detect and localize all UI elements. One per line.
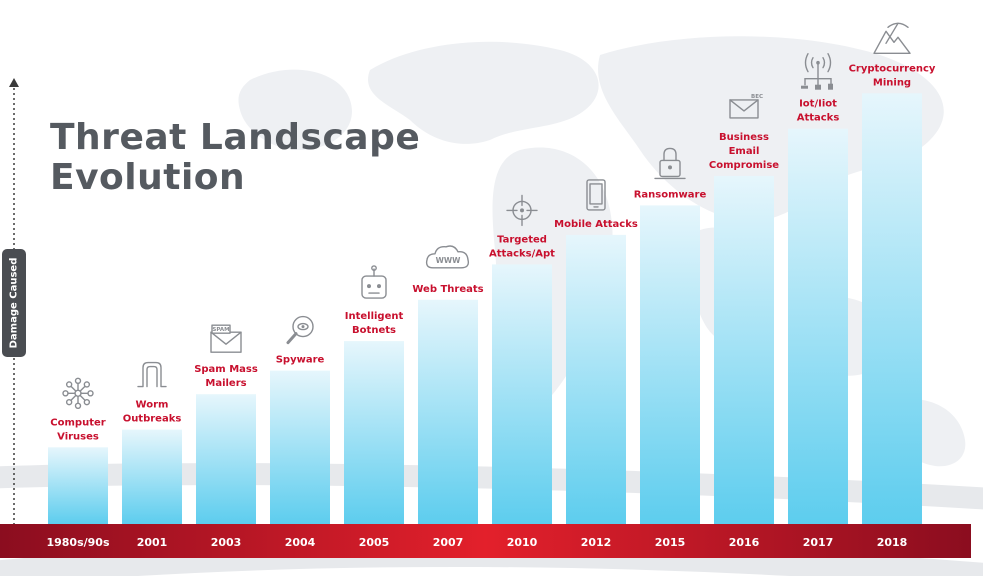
timeline-band bbox=[0, 524, 971, 558]
bar-label: Iot/Iiot Attacks bbox=[797, 99, 840, 124]
tick-label: 2005 bbox=[359, 536, 390, 549]
bar-2018 bbox=[862, 93, 922, 525]
bar-2001 bbox=[122, 429, 182, 524]
bar-2007 bbox=[418, 299, 478, 524]
bec-mail-icon: BEC bbox=[729, 94, 763, 119]
tick-label: 2018 bbox=[877, 536, 908, 549]
title-line-1: Threat Landscape bbox=[50, 117, 421, 158]
magnifier-icon bbox=[286, 315, 314, 345]
label-layer: Computer Viruses Worm Outbreaks Spam Mass Mai… bbox=[50, 63, 936, 442]
y-axis-arrow-icon bbox=[9, 78, 19, 87]
bar-2005 bbox=[344, 341, 404, 524]
bar-2017 bbox=[788, 128, 848, 524]
bar-2012 bbox=[566, 234, 626, 524]
crosshair-icon bbox=[506, 194, 538, 227]
bar-label: Mobile Attacks bbox=[554, 219, 638, 230]
mobile-icon bbox=[586, 179, 606, 211]
page-title: Threat Landscape Evolution bbox=[50, 118, 420, 198]
bar-label: Computer Viruses bbox=[50, 417, 105, 442]
bar-series bbox=[48, 93, 922, 525]
tick-label: 2007 bbox=[433, 536, 464, 549]
bar-label: Business Email Compromise bbox=[709, 132, 779, 171]
title-line-2: Evolution bbox=[50, 157, 246, 198]
nodes-icon bbox=[62, 377, 94, 409]
lock-icon bbox=[654, 147, 686, 180]
robot-icon bbox=[361, 265, 387, 299]
timeline: 1980s/90s 2001 2003 2004 2005 2007 2010 2012 201… bbox=[0, 524, 971, 558]
cloud-icon: WWW bbox=[425, 245, 470, 269]
tick-label: 2012 bbox=[581, 536, 612, 549]
bar-2003 bbox=[196, 394, 256, 524]
svg-text:WWW: WWW bbox=[436, 256, 462, 265]
bar-2004 bbox=[270, 370, 330, 524]
bar-label: Intelligent Botnets bbox=[345, 311, 404, 336]
bar-label: Spam Mass Mailers bbox=[194, 364, 258, 389]
bar-label: Spyware bbox=[276, 355, 325, 366]
mining-pick-icon bbox=[873, 22, 911, 54]
y-axis-label-text: Damage Caused bbox=[8, 257, 20, 349]
tick-label: 2016 bbox=[729, 536, 760, 549]
spam-mail-icon: SPAM bbox=[210, 324, 242, 353]
bar-label: Ransomware bbox=[634, 189, 707, 200]
icon-layer: SPAM WWW BEC bbox=[62, 22, 911, 409]
bar-2015 bbox=[640, 205, 700, 524]
tick-label: 2015 bbox=[655, 536, 686, 549]
bar-label: Cryptocurrency Mining bbox=[849, 63, 936, 88]
tick-label: 2003 bbox=[211, 536, 242, 549]
bar-2016 bbox=[714, 175, 774, 524]
svg-text:BEC: BEC bbox=[751, 94, 763, 100]
tick-label: 2001 bbox=[137, 536, 168, 549]
tick-label: 2017 bbox=[803, 536, 834, 549]
bar-label: Web Threats bbox=[412, 284, 483, 295]
bar-label: Targeted Attacks/Apt bbox=[489, 234, 555, 259]
bar-2010 bbox=[492, 264, 552, 524]
worm-icon bbox=[137, 361, 167, 388]
iot-icon bbox=[801, 52, 833, 90]
svg-text:SPAM: SPAM bbox=[212, 327, 229, 333]
bar-1980s/90s bbox=[48, 447, 108, 524]
tick-label: 1980s/90s bbox=[46, 536, 109, 549]
tick-label: 2010 bbox=[507, 536, 538, 549]
y-axis-label: Damage Caused bbox=[2, 249, 26, 357]
tick-label: 2004 bbox=[285, 536, 316, 549]
bar-label: Worm Outbreaks bbox=[123, 400, 182, 425]
y-axis bbox=[9, 78, 19, 524]
